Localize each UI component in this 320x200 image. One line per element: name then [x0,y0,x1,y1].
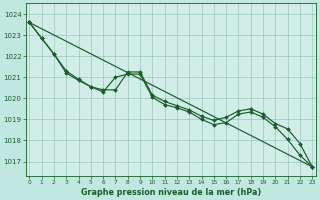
X-axis label: Graphe pression niveau de la mer (hPa): Graphe pression niveau de la mer (hPa) [81,188,261,197]
